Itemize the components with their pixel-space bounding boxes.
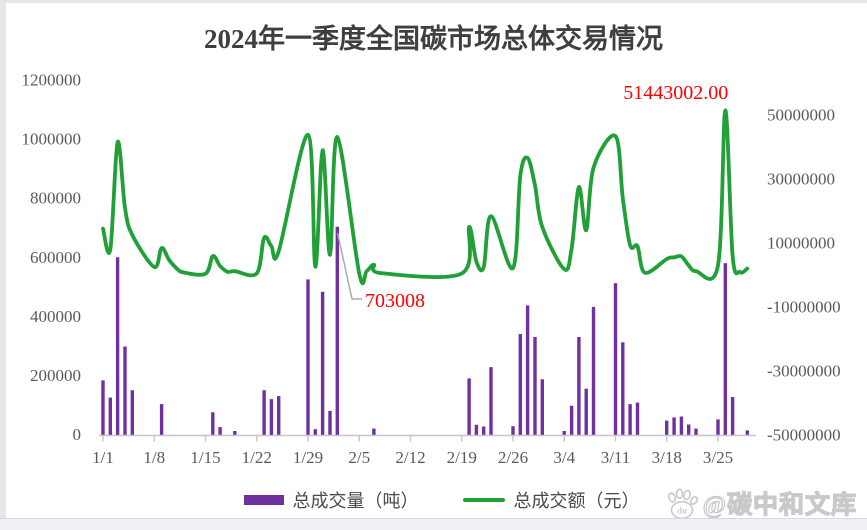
volume-bar-swatch: [243, 495, 284, 505]
legend-label-volume: 总成交量（吨）: [292, 491, 419, 511]
volume-bar: [328, 410, 332, 435]
watermark-text: @碳中和文库: [702, 491, 857, 519]
volume-bar: [687, 424, 691, 435]
x-axis-label: 1/15: [190, 448, 220, 467]
volume-bar: [123, 346, 127, 435]
x-axis-label: 3/4: [553, 448, 575, 467]
y-axis-right-label: 50000000: [767, 106, 835, 125]
volume-bar: [621, 342, 625, 435]
volume-bar: [233, 431, 237, 435]
volume-bar: [269, 399, 274, 435]
volume-bar: [277, 396, 281, 435]
volume-bar: [577, 337, 581, 435]
volume-bar: [679, 416, 684, 435]
volume-bar: [745, 430, 749, 435]
paw-icon-text: du: [677, 506, 687, 516]
volume-bar: [591, 306, 596, 435]
y-axis-left-label: 1000000: [22, 130, 82, 149]
volume-bar: [613, 283, 618, 435]
volume-bar: [262, 390, 266, 435]
volume-bar: [211, 412, 215, 435]
volume-bar: [672, 417, 676, 435]
legend: 总成交量（吨） 总成交额（元）: [8, 487, 867, 513]
volume-bar: [313, 429, 317, 435]
x-axis-label: 1/22: [242, 448, 272, 467]
volume-bar: [115, 257, 120, 435]
volume-bar: [584, 388, 588, 435]
baidu-paw-icon: du: [667, 488, 698, 519]
x-axis-label: 2/12: [395, 448, 425, 467]
y-axis-left-label: 200000: [30, 366, 81, 385]
volume-bar: [482, 426, 486, 435]
volume-bar: [562, 431, 566, 435]
volume-bar: [306, 279, 310, 435]
x-axis-label: 2/19: [447, 448, 477, 467]
x-axis-label: 3/11: [601, 448, 631, 467]
y-axis-right-label: -30000000: [767, 362, 841, 381]
x-axis-label: 3/25: [703, 448, 733, 467]
y-axis-left-label: 800000: [30, 189, 81, 208]
volume-bar: [474, 424, 479, 435]
volume-bar: [518, 334, 522, 435]
volume-bar: [540, 379, 544, 435]
chart-title: 2024年一季度全国碳市场总体交易情况: [204, 24, 663, 54]
volume-bars: [101, 226, 749, 435]
volume-bar: [335, 226, 339, 435]
volume-bar: [533, 337, 537, 435]
volume-bar: [635, 402, 640, 435]
combo-chart: 1/1 1/8 1/15 1/22 1/29 2/5 2/12 2/19 2/26 3/4 3/11…: [22, 71, 841, 468]
annotation-leader-line: [336, 232, 362, 300]
y-axis-left-label: 1200000: [22, 71, 82, 90]
x-axis-label: 2/5: [348, 448, 370, 467]
x-axis-label: 2/26: [498, 448, 528, 467]
legend-item-volume: 总成交量（吨）: [243, 487, 419, 513]
volume-bar: [218, 427, 222, 435]
watermark: du @碳中和文库: [664, 485, 857, 521]
annotation-max-volume: 703008: [365, 290, 425, 312]
y-axis-right-label: -10000000: [767, 298, 841, 317]
volume-bar: [665, 420, 669, 435]
volume-bar: [467, 378, 471, 435]
y-axis-left-label: 400000: [30, 307, 81, 326]
volume-bar: [130, 390, 134, 435]
x-axis-label: 1/1: [92, 448, 114, 467]
y-axis-right-label: 10000000: [767, 234, 835, 253]
volume-bar: [159, 404, 164, 435]
volume-bar: [101, 380, 105, 435]
volume-bar: [372, 428, 376, 435]
x-axis-label: 1/8: [143, 448, 165, 467]
volume-bar: [320, 291, 325, 435]
x-axis-label: 3/18: [652, 448, 682, 467]
legend-label-amount: 总成交额（元）: [513, 491, 640, 511]
volume-bar: [511, 426, 515, 435]
left-edge: [0, 0, 6, 519]
y-axis-right-label: -50000000: [767, 426, 841, 445]
volume-bar: [730, 397, 735, 435]
volume-bar: [628, 404, 632, 435]
annotation-max-amount: 51443002.00: [623, 82, 728, 104]
y-axis-left-label: 600000: [30, 248, 81, 267]
volume-bar: [525, 305, 530, 435]
y-axis-left-label: 0: [73, 425, 82, 444]
bottom-edge: [0, 518, 867, 530]
volume-bar: [694, 428, 698, 435]
volume-bar: [716, 419, 720, 435]
volume-bar: [108, 397, 112, 435]
top-edge: [0, 0, 867, 3]
legend-item-amount: 总成交额（元）: [462, 487, 640, 513]
volume-bar: [723, 263, 727, 435]
volume-bar: [489, 367, 493, 435]
amount-line-swatch: [462, 498, 505, 502]
y-axis-right-label: 30000000: [767, 170, 835, 189]
x-axis-label: 1/29: [293, 448, 323, 467]
amount-line: [101, 108, 750, 286]
volume-bar: [569, 405, 574, 435]
